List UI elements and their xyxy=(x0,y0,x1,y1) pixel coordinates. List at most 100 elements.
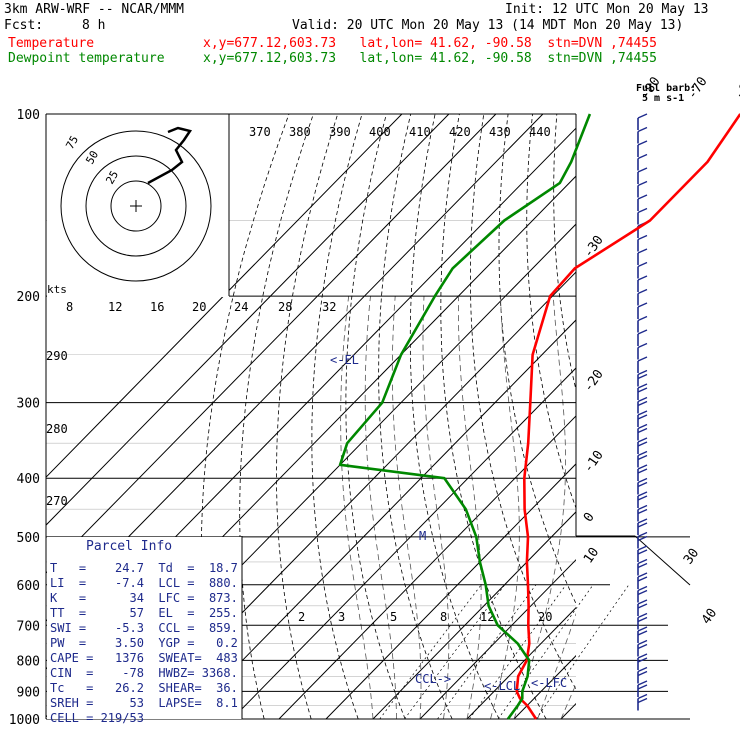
lfc-annotation: <-LFC xyxy=(531,676,568,690)
wind-barb xyxy=(637,342,648,349)
wind-barb xyxy=(637,693,648,700)
wind-barb xyxy=(637,437,648,443)
pressure-tick-label: 300 xyxy=(17,397,40,412)
mixing-ratio-label: 8 xyxy=(440,610,447,624)
wind-barb xyxy=(637,558,648,565)
theta-top-label: 440 xyxy=(529,125,551,139)
pressure-tick-label: 700 xyxy=(17,619,40,634)
wind-barb xyxy=(637,261,648,268)
moist-adiabat-line xyxy=(490,296,520,719)
barb-key-line2: 5 m s-1 xyxy=(642,93,685,104)
isotherm-line xyxy=(655,114,740,719)
wind-barb xyxy=(637,194,648,200)
moist-adiabat-line xyxy=(422,296,450,719)
parcel-info-row: PW = 3.50 YGP = 0.2 xyxy=(50,636,238,650)
dry-adiabat-line xyxy=(605,114,740,719)
wind-barb xyxy=(637,315,648,322)
isotherm-line xyxy=(372,511,576,719)
wind-barb xyxy=(637,113,648,119)
dry-adiabat-line xyxy=(703,114,740,719)
parcel-info-row: LI = -7.4 LCL = 880. xyxy=(50,576,238,590)
dewpoint-trace xyxy=(338,113,592,720)
dewpoint-legend-label: Dewpoint temperature xyxy=(8,51,165,66)
theta-left-label: 280 xyxy=(46,422,68,436)
wind-barb xyxy=(637,545,648,551)
isotherm-line xyxy=(608,114,740,719)
pressure-tick-label: 100 xyxy=(17,108,40,123)
pressure-tick-label: 1000 xyxy=(9,713,40,728)
m-annotation: M xyxy=(419,529,427,543)
wind-barb xyxy=(637,603,648,609)
dry-adiabat-line xyxy=(276,114,339,719)
wind-barb xyxy=(637,495,648,501)
dry-adiabat-line xyxy=(498,114,576,605)
parcel-info-row: TT = 57 EL = 255. xyxy=(50,606,238,620)
wind-barb xyxy=(637,585,648,592)
wind-barb xyxy=(637,234,648,241)
isotherm-line xyxy=(419,559,576,719)
wind-barb xyxy=(637,396,648,403)
isotherm-right-label: -20 xyxy=(581,367,607,395)
temperature-location: x,y=677.12,603.73 lat,lon= 41.62, -90.58… xyxy=(203,36,657,51)
wind-barb xyxy=(637,630,648,636)
wind-barb xyxy=(637,639,648,646)
forecast-label: Fcst: xyxy=(4,18,44,33)
parcel-info-title: Parcel Info xyxy=(86,539,173,554)
wind-barb xyxy=(637,522,648,528)
wind-barb xyxy=(637,329,648,335)
isotherm-line xyxy=(466,607,576,719)
ccl-annotation: CCL-> xyxy=(415,672,452,686)
wind-barb xyxy=(637,684,648,690)
valid-time: Valid: 20 UTC Mon 20 May 13 (14 MDT Mon … xyxy=(292,18,684,33)
wind-barb xyxy=(637,288,648,295)
wind-barb xyxy=(637,400,648,407)
isotherm-top-label: -70 xyxy=(685,74,711,102)
isotherm-right-label: 0 xyxy=(581,510,598,525)
parcel-info-row: T = 24.7 Td = 18.7 xyxy=(50,561,238,575)
theta-top-label: 420 xyxy=(449,125,471,139)
hodograph-ring-label: 50 xyxy=(83,149,101,167)
wind-barb xyxy=(637,653,648,659)
mixing-ratio-label: 20 xyxy=(538,610,552,624)
theta-left-label: 270 xyxy=(46,494,68,508)
wind-barb xyxy=(637,383,648,389)
theta-top-label: 430 xyxy=(489,125,511,139)
wind-barb xyxy=(637,464,648,470)
mixing-ratio-label: 5 xyxy=(390,610,397,624)
wind-barb xyxy=(637,491,648,497)
mixing-ratio-top-label: 8 xyxy=(66,300,73,314)
temperature-trace xyxy=(515,113,740,720)
theta-top-label: 380 xyxy=(289,125,311,139)
parcel-info-row: CIN = -78 HWBZ= 3368. xyxy=(50,666,238,680)
wind-barb xyxy=(637,441,648,447)
wind-barb xyxy=(637,387,648,393)
wind-barb xyxy=(637,207,648,214)
dry-adiabat-line xyxy=(470,114,576,691)
hodograph-ring xyxy=(85,155,187,257)
wind-barb xyxy=(637,248,648,254)
wind-barb xyxy=(637,612,648,619)
moist-adiabat-line xyxy=(608,296,740,719)
dry-adiabat-line xyxy=(630,114,740,719)
wind-barb xyxy=(637,356,648,362)
kts-label: kts xyxy=(47,283,67,296)
theta-top-label: 410 xyxy=(409,125,431,139)
isotherm-line xyxy=(46,114,497,574)
mixing-ratio-top-label: 12 xyxy=(108,300,122,314)
wind-barb xyxy=(637,167,648,173)
wind-barb xyxy=(637,589,648,596)
dry-adiabat-line xyxy=(727,114,740,719)
isotherm-top-label: -60 xyxy=(732,74,740,102)
hodograph-trace xyxy=(147,126,193,185)
wind-barb xyxy=(637,599,648,605)
mixing-ratio-top-label: 28 xyxy=(278,300,292,314)
wind-barb xyxy=(637,697,648,704)
dry-adiabat-line xyxy=(345,114,406,719)
wind-barb xyxy=(637,549,648,555)
parcel-info-row: CELL = 219/53 xyxy=(50,711,144,725)
wind-barb xyxy=(637,369,648,376)
mixing-ratio-label: 3 xyxy=(338,610,345,624)
dry-adiabat-line xyxy=(378,114,453,719)
parcel-info-row: CAPE = 1376 SWEAT= 483 xyxy=(50,651,238,665)
wind-barb xyxy=(637,275,648,281)
